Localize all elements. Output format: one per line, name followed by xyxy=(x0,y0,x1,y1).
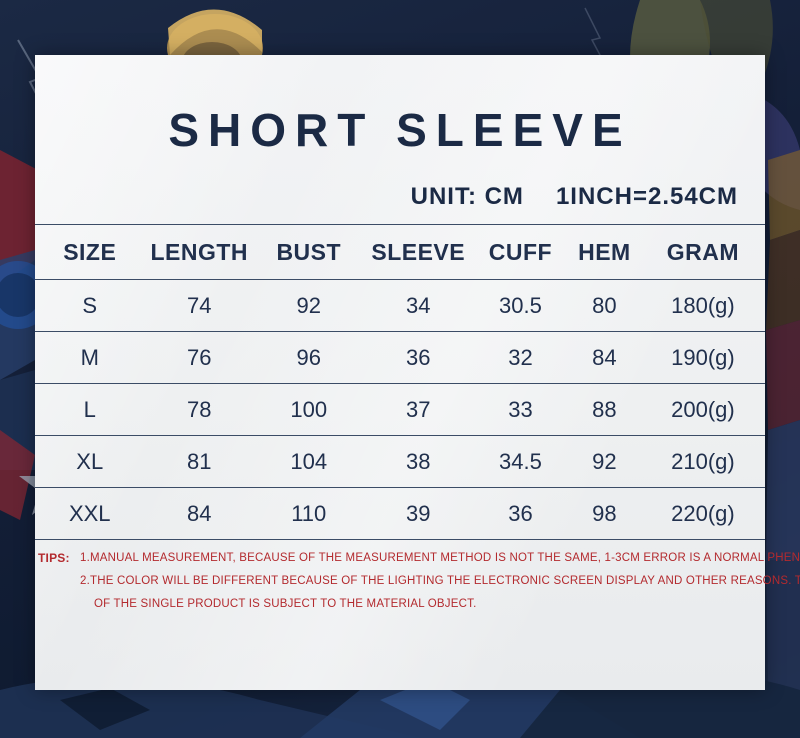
cell-size: L xyxy=(83,396,96,422)
cell-gram: 210(g) xyxy=(671,448,735,474)
cell-bust: 104 xyxy=(290,448,328,474)
tips-section: TIPS: 1.MANUAL MEASUREMENT, BECAUSE OF T… xyxy=(38,547,800,616)
cell-cuff: 30.5 xyxy=(499,292,542,318)
cell-size: XL xyxy=(76,448,104,474)
cell-size: S xyxy=(82,292,98,318)
cell-bust: 110 xyxy=(291,500,327,526)
cell-sleeve: 34 xyxy=(406,292,431,318)
table-row-xxl: XXL 84 110 39 36 98 220(g) xyxy=(35,488,765,540)
cell-sleeve: 37 xyxy=(406,396,431,422)
cell-length: 78 xyxy=(187,396,212,422)
cell-hem: 80 xyxy=(592,292,617,318)
cell-bust: 96 xyxy=(296,344,321,370)
column-header-length: LENGTH xyxy=(150,238,249,265)
column-header-size: SIZE xyxy=(63,238,117,265)
tip-line-1: 1.MANUAL MEASUREMENT, BECAUSE OF THE MEA… xyxy=(80,552,800,564)
cell-cuff: 32 xyxy=(508,344,533,370)
column-header-cuff: CUFF xyxy=(488,238,553,265)
size-chart-card: SHORT SLEEVE UNIT: CM 1INCH=2.54CM SIZE L… xyxy=(35,55,800,690)
cell-size: M xyxy=(80,344,99,370)
inch-conversion-label: 1INCH=2.54CM xyxy=(555,183,738,210)
tips-body: 1.MANUAL MEASUREMENT, BECAUSE OF THE MEA… xyxy=(80,547,800,616)
tip-line-3: OF THE SINGLE PRODUCT IS SUBJECT TO THE … xyxy=(94,598,477,610)
cell-gram: 180(g) xyxy=(671,292,735,318)
column-header-gram: GRAM xyxy=(666,238,740,265)
column-header-hem: HEM xyxy=(578,238,631,265)
cell-sleeve: 36 xyxy=(406,344,431,370)
table-row-s: S 74 92 34 30.5 80 180(g) xyxy=(35,280,765,332)
cell-length: 84 xyxy=(187,500,212,526)
table-row-l: L 78 100 37 33 88 200(g) xyxy=(35,384,765,436)
cell-cuff: 36 xyxy=(508,500,533,526)
product-title: SHORT SLEEVE xyxy=(168,104,632,156)
cell-hem: 84 xyxy=(592,344,617,370)
cell-gram: 200(g) xyxy=(671,396,735,422)
cell-gram: 220(g) xyxy=(671,500,735,526)
cell-length: 76 xyxy=(187,344,212,370)
cell-hem: 88 xyxy=(592,396,617,422)
cell-length: 81 xyxy=(187,448,212,474)
tips-label: TIPS: xyxy=(38,551,70,565)
cell-length: 74 xyxy=(187,292,212,318)
size-table: SIZE LENGTH BUST SLEEVE CUFF HEM GRAM S … xyxy=(35,224,765,540)
column-header-sleeve: SLEEVE xyxy=(371,238,466,265)
cell-bust: 92 xyxy=(296,292,321,318)
cell-cuff: 34.5 xyxy=(499,448,542,474)
tip-line-2: 2.THE COLOR WILL BE DIFFERENT BECAUSE OF… xyxy=(80,575,800,587)
unit-label: UNIT: CM xyxy=(410,183,524,210)
cell-cuff: 33 xyxy=(508,396,533,422)
column-header-bust: BUST xyxy=(276,238,342,265)
cell-hem: 98 xyxy=(592,500,617,526)
cell-gram: 190(g) xyxy=(671,344,735,370)
size-table-header-row: SIZE LENGTH BUST SLEEVE CUFF HEM GRAM xyxy=(35,224,765,280)
table-row-xl: XL 81 104 38 34.5 92 210(g) xyxy=(35,436,765,488)
cell-bust: 100 xyxy=(290,396,328,422)
cell-sleeve: 39 xyxy=(406,500,431,526)
cell-sleeve: 38 xyxy=(406,448,431,474)
cell-hem: 92 xyxy=(592,448,617,474)
unit-info: UNIT: CM 1INCH=2.54CM xyxy=(411,183,738,211)
cell-size: XXL xyxy=(68,500,111,526)
table-row-m: M 76 96 36 32 84 190(g) xyxy=(35,332,765,384)
